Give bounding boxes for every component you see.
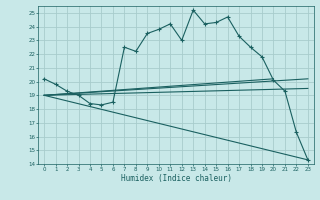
- X-axis label: Humidex (Indice chaleur): Humidex (Indice chaleur): [121, 174, 231, 183]
